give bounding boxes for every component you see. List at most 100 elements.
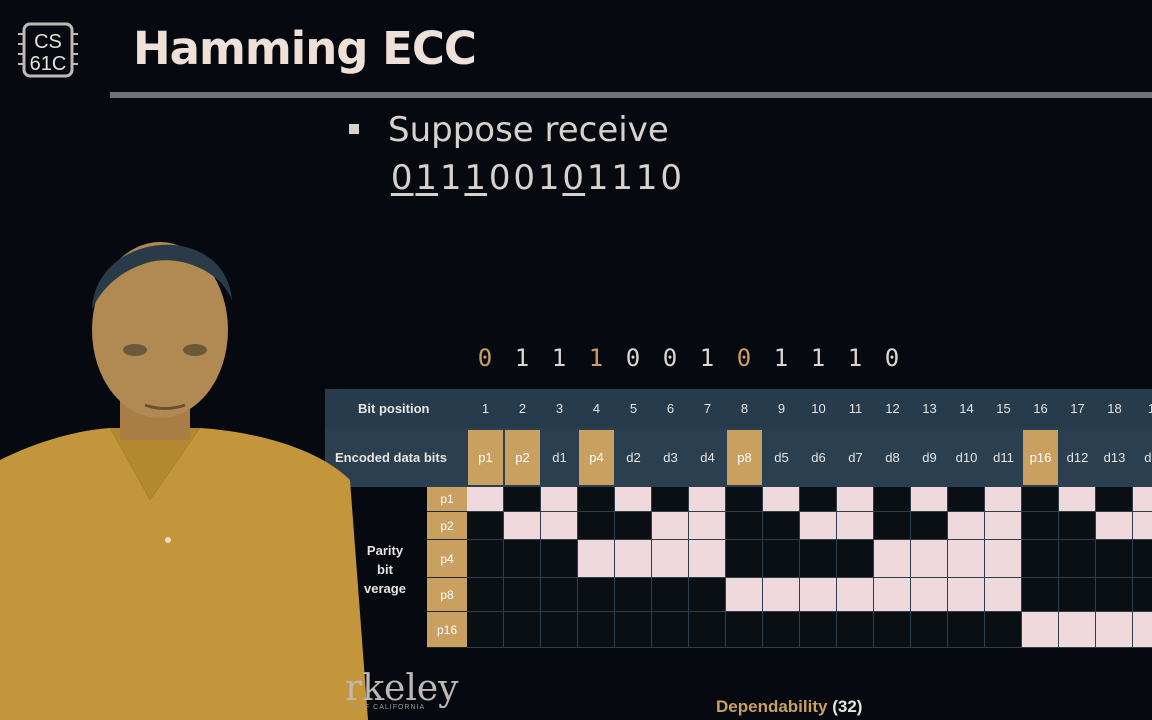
received-bit: 0 [390, 158, 414, 198]
encoded-bit-cell: d8 [885, 450, 900, 465]
received-bit: 1 [586, 158, 610, 198]
coverage-cell [689, 512, 726, 540]
coverage-cell [1022, 540, 1059, 578]
coverage-cell [985, 512, 1022, 540]
coverage-cell [911, 487, 948, 512]
coverage-cell [541, 487, 578, 512]
bullet-text: Suppose receive [388, 110, 669, 150]
coverage-cell [948, 540, 985, 578]
received-bit: 1 [537, 158, 561, 198]
coverage-cell [615, 487, 652, 512]
bit-position-cell: 4 [592, 401, 601, 416]
coverage-cell [1133, 612, 1152, 648]
digit-cell: 1 [514, 344, 530, 372]
encoded-bit-cell: p16 [1023, 430, 1058, 485]
coverage-cell [1096, 578, 1133, 612]
encoded-bit-cell: d2 [626, 450, 641, 465]
received-bit: 1 [611, 158, 635, 198]
encoded-bit-cell: p1 [468, 430, 503, 485]
footer-page-number: (32) [832, 697, 863, 716]
title-divider [110, 92, 1152, 98]
coverage-cell [874, 612, 911, 648]
encoded-bit-cell: d7 [848, 450, 863, 465]
bit-position-cell: 1 [481, 401, 490, 416]
coverage-cell [726, 540, 763, 578]
digit-cell: 0 [477, 344, 493, 372]
slide-footer: Dependability (32) [716, 697, 862, 717]
coverage-cell [615, 512, 652, 540]
coverage-cell [652, 578, 689, 612]
coverage-cell [1059, 578, 1096, 612]
coverage-cell [1059, 612, 1096, 648]
coverage-cell [985, 540, 1022, 578]
coverage-cell [1096, 512, 1133, 540]
bit-position-cell: 11 [848, 401, 863, 416]
coverage-cell [467, 612, 504, 648]
digit-cell: 1 [773, 344, 789, 372]
coverage-cell [652, 487, 689, 512]
coverage-cell [874, 512, 911, 540]
parity-row-label: p4 [427, 540, 467, 578]
coverage-cell [652, 612, 689, 648]
coverage-cell [837, 487, 874, 512]
bit-position-cell: 10 [811, 401, 826, 416]
encoded-data-label: Encoded data bits [335, 450, 447, 465]
encoded-bit-cell: d12 [1066, 450, 1089, 465]
coverage-cell [948, 487, 985, 512]
coverage-cell [800, 512, 837, 540]
coverage-cell [1133, 540, 1152, 578]
coverage-cell [763, 612, 800, 648]
bit-position-cell: 3 [555, 401, 564, 416]
encoded-bit-cell: d6 [811, 450, 826, 465]
coverage-cell [726, 578, 763, 612]
coverage-cell [726, 487, 763, 512]
encoded-bit-cell: d13 [1103, 450, 1126, 465]
coverage-label-line: bit [377, 562, 393, 577]
parity-row-label: p16 [427, 612, 467, 648]
coverage-cell [985, 487, 1022, 512]
coverage-label-line: verage [364, 581, 406, 596]
coverage-cell [467, 512, 504, 540]
encoded-bit-cell: d10 [955, 450, 978, 465]
coverage-cell [911, 540, 948, 578]
coverage-cell [541, 612, 578, 648]
coverage-cell [726, 512, 763, 540]
coverage-cell [578, 540, 615, 578]
coverage-cell [615, 612, 652, 648]
received-bit: 0 [660, 158, 684, 198]
coverage-cell [837, 578, 874, 612]
coverage-cell [504, 612, 541, 648]
encoded-bit-cell: d1 [552, 450, 567, 465]
coverage-cell [1059, 540, 1096, 578]
encoded-bit-cell: d9 [922, 450, 937, 465]
bit-position-cell: 7 [703, 401, 712, 416]
bit-position-cell: 2 [518, 401, 527, 416]
coverage-cell [800, 612, 837, 648]
received-bit: 1 [415, 158, 439, 198]
footer-topic: Dependability [716, 697, 828, 716]
encoded-bit-cell: p8 [727, 430, 762, 485]
coverage-cell [763, 487, 800, 512]
coverage-cell [504, 512, 541, 540]
bit-position-cell: 1 [1147, 401, 1152, 416]
digit-cell: 1 [810, 344, 826, 372]
coverage-cell [763, 578, 800, 612]
slide-title: Hamming ECC [133, 22, 477, 75]
coverage-cell [504, 487, 541, 512]
coverage-cell [874, 578, 911, 612]
received-bit: 0 [513, 158, 537, 198]
encoded-bit-cell: d11 [993, 450, 1014, 465]
cs61c-logo: CS 61C [18, 22, 78, 78]
coverage-cell [1022, 612, 1059, 648]
coverage-cell [578, 578, 615, 612]
received-bit: 1 [439, 158, 463, 198]
coverage-cell [837, 540, 874, 578]
coverage-cell [467, 540, 504, 578]
coverage-cell [1096, 487, 1133, 512]
coverage-cell [541, 512, 578, 540]
bit-position-cell: 12 [885, 401, 900, 416]
bit-position-cell: 6 [666, 401, 675, 416]
coverage-cell [615, 540, 652, 578]
